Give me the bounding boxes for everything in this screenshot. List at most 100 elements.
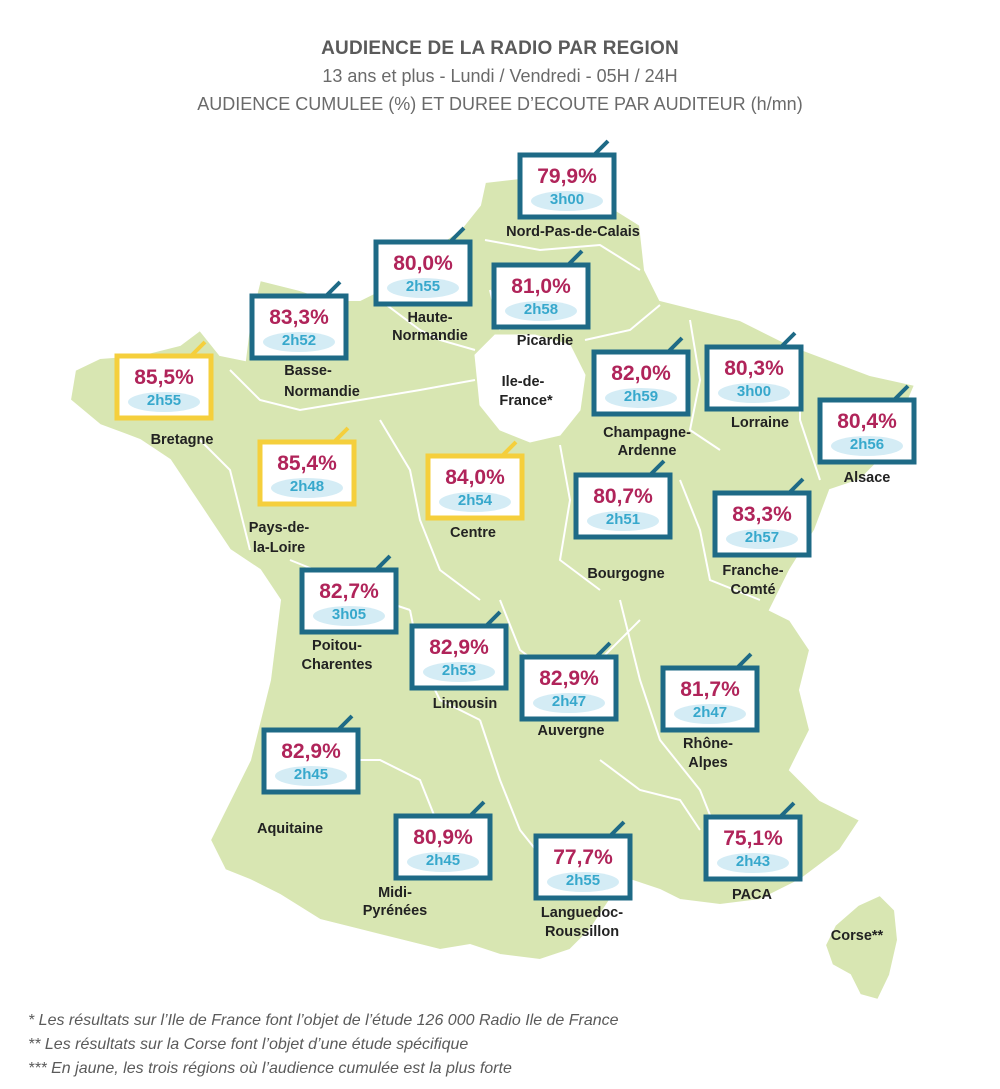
tv-marker-champagne-ardenne: 82,0% 2h59 bbox=[591, 336, 691, 417]
tv-marker-midi-pyrenees: 80,9% 2h45 bbox=[393, 800, 493, 881]
audience-percent: 82,9% bbox=[429, 636, 489, 659]
listening-duration: 2h48 bbox=[290, 478, 324, 495]
listening-duration: 2h55 bbox=[406, 278, 440, 295]
footnote-yellow-highlight: *** En jaune, les trois régions où l’aud… bbox=[28, 1060, 512, 1077]
label-corse: Corse** bbox=[831, 928, 884, 944]
tv-glow bbox=[531, 191, 603, 211]
label-paca: PACA bbox=[732, 887, 773, 903]
tv-glow bbox=[726, 529, 798, 549]
audience-percent: 80,7% bbox=[593, 485, 653, 508]
label-picardie: Picardie bbox=[517, 333, 573, 349]
ile-de-france-area bbox=[474, 334, 586, 443]
label-basse-normandie-line1: Basse- bbox=[284, 363, 332, 379]
tv-glow bbox=[439, 492, 511, 512]
label-rhone-alpes-line1: Rhône- bbox=[683, 736, 733, 752]
label-alsace: Alsace bbox=[844, 470, 891, 486]
tv-glow bbox=[275, 766, 347, 786]
tv-glow bbox=[263, 332, 335, 352]
tv-marker-haute-normandie: 80,0% 2h55 bbox=[373, 226, 473, 307]
listening-duration: 2h56 bbox=[850, 436, 884, 453]
tv-marker-alsace: 80,4% 2h56 bbox=[817, 384, 917, 465]
tv-glow bbox=[387, 278, 459, 298]
audience-percent: 81,0% bbox=[511, 275, 571, 298]
tv-marker-centre: 84,0% 2h54 bbox=[425, 440, 525, 521]
audience-percent: 82,9% bbox=[539, 667, 599, 690]
label-ile-de-france-line2: France* bbox=[499, 393, 553, 409]
footnote-ile-de-france: * Les résultats sur l’Ile de France font… bbox=[28, 1012, 619, 1029]
map-title: AUDIENCE DE LA RADIO PAR REGION bbox=[321, 38, 679, 59]
listening-duration: 2h58 bbox=[524, 301, 558, 318]
audience-percent: 84,0% bbox=[445, 466, 505, 489]
tv-frame bbox=[249, 293, 349, 361]
label-centre: Centre bbox=[450, 525, 496, 541]
label-pays-de-la-loire-line1: Pays-de- bbox=[249, 520, 310, 536]
tv-marker-aquitaine: 82,9% 2h45 bbox=[261, 714, 361, 795]
tv-marker-paca: 75,1% 2h43 bbox=[703, 801, 803, 882]
label-champagne-ardenne-line2: Ardenne bbox=[618, 443, 677, 459]
tv-glow bbox=[717, 853, 789, 873]
listening-duration: 2h55 bbox=[566, 872, 600, 889]
tv-glow bbox=[605, 388, 677, 408]
listening-duration: 3h05 bbox=[332, 606, 366, 623]
tv-marker-lorraine: 80,3% 3h00 bbox=[704, 331, 804, 412]
listening-duration: 2h54 bbox=[458, 492, 493, 509]
label-aquitaine: Aquitaine bbox=[257, 821, 323, 837]
audience-percent: 80,4% bbox=[837, 410, 897, 433]
tv-marker-auvergne: 82,9% 2h47 bbox=[519, 641, 619, 722]
tv-marker-basse-normandie: 83,3% 2h52 bbox=[249, 280, 349, 361]
label-pays-de-la-loire-line2: la-Loire bbox=[253, 540, 305, 556]
label-rhone-alpes-line2: Alpes bbox=[688, 755, 728, 771]
tv-glow bbox=[505, 301, 577, 321]
label-nord-pas-de-calais: Nord-Pas-de-Calais bbox=[506, 224, 640, 240]
label-poitou-charentes-line2: Charentes bbox=[302, 657, 373, 673]
footnote-corse: ** Les résultats sur la Corse font l’obj… bbox=[28, 1036, 469, 1053]
tv-marker-pays-de-la-loire: 85,4% 2h48 bbox=[257, 426, 357, 507]
label-lorraine: Lorraine bbox=[731, 415, 789, 431]
france-region-map: 79,9% 3h00 80,0% 2h55 81,0% 2h58 83,3% 2h52 85,5… bbox=[68, 139, 917, 1000]
label-haute-normandie-line1: Haute- bbox=[407, 310, 452, 326]
audience-percent: 82,0% bbox=[611, 362, 671, 385]
listening-duration: 2h47 bbox=[552, 693, 586, 710]
listening-duration: 2h59 bbox=[624, 388, 658, 405]
tv-glow bbox=[271, 478, 343, 498]
listening-duration: 2h52 bbox=[282, 332, 316, 349]
tv-marker-bourgogne: 80,7% 2h51 bbox=[573, 459, 673, 540]
tv-marker-rhone-alpes: 81,7% 2h47 bbox=[660, 652, 760, 733]
map-subtitle-metrics: AUDIENCE CUMULEE (%) ET DUREE D’ECOUTE P… bbox=[197, 94, 803, 114]
audience-percent: 79,9% bbox=[537, 165, 597, 188]
label-franche-comte-line1: Franche- bbox=[722, 563, 783, 579]
audience-percent: 85,5% bbox=[134, 366, 194, 389]
listening-duration: 3h00 bbox=[737, 383, 771, 400]
label-haute-normandie-line2: Normandie bbox=[392, 328, 468, 344]
label-franche-comte-line2: Comté bbox=[730, 582, 775, 598]
tv-glow bbox=[313, 606, 385, 626]
tv-glow bbox=[831, 436, 903, 456]
tv-glow bbox=[533, 693, 605, 713]
corse-island-shape bbox=[823, 893, 900, 1000]
label-auvergne: Auvergne bbox=[538, 723, 605, 739]
label-languedoc-roussillon-line2: Roussillon bbox=[545, 924, 619, 940]
audience-percent: 85,4% bbox=[277, 452, 337, 475]
label-limousin: Limousin bbox=[433, 696, 497, 712]
label-bretagne: Bretagne bbox=[151, 432, 214, 448]
region-name-labels: Nord-Pas-de-Calais Haute- Normandie Pica… bbox=[151, 224, 891, 944]
tv-marker-languedoc-roussillon: 77,7% 2h55 bbox=[533, 820, 633, 901]
tv-marker-bretagne: 85,5% 2h55 bbox=[114, 340, 214, 421]
tv-marker-nord-pas-de-calais: 79,9% 3h00 bbox=[517, 139, 617, 220]
label-midi-pyrenees-line2: Pyrénées bbox=[363, 903, 428, 919]
region-tv-markers: 79,9% 3h00 80,0% 2h55 81,0% 2h58 83,3% 2h52 85,5… bbox=[114, 139, 917, 901]
tv-glow bbox=[423, 662, 495, 682]
label-bourgogne: Bourgogne bbox=[587, 566, 664, 582]
listening-duration: 3h00 bbox=[550, 191, 584, 208]
tv-marker-franche-comte: 83,3% 2h57 bbox=[712, 477, 812, 558]
tv-marker-poitou-charentes: 82,7% 3h05 bbox=[299, 554, 399, 635]
audience-percent: 82,9% bbox=[281, 740, 341, 763]
tv-glow bbox=[587, 511, 659, 531]
listening-duration: 2h57 bbox=[745, 529, 779, 546]
audience-percent: 82,7% bbox=[319, 580, 379, 603]
audience-percent: 77,7% bbox=[553, 846, 613, 869]
label-languedoc-roussillon-line1: Languedoc- bbox=[541, 905, 623, 921]
audience-percent: 80,0% bbox=[393, 252, 453, 275]
map-subtitle-population: 13 ans et plus - Lundi / Vendredi - 05H … bbox=[322, 66, 678, 86]
listening-duration: 2h43 bbox=[736, 853, 770, 870]
